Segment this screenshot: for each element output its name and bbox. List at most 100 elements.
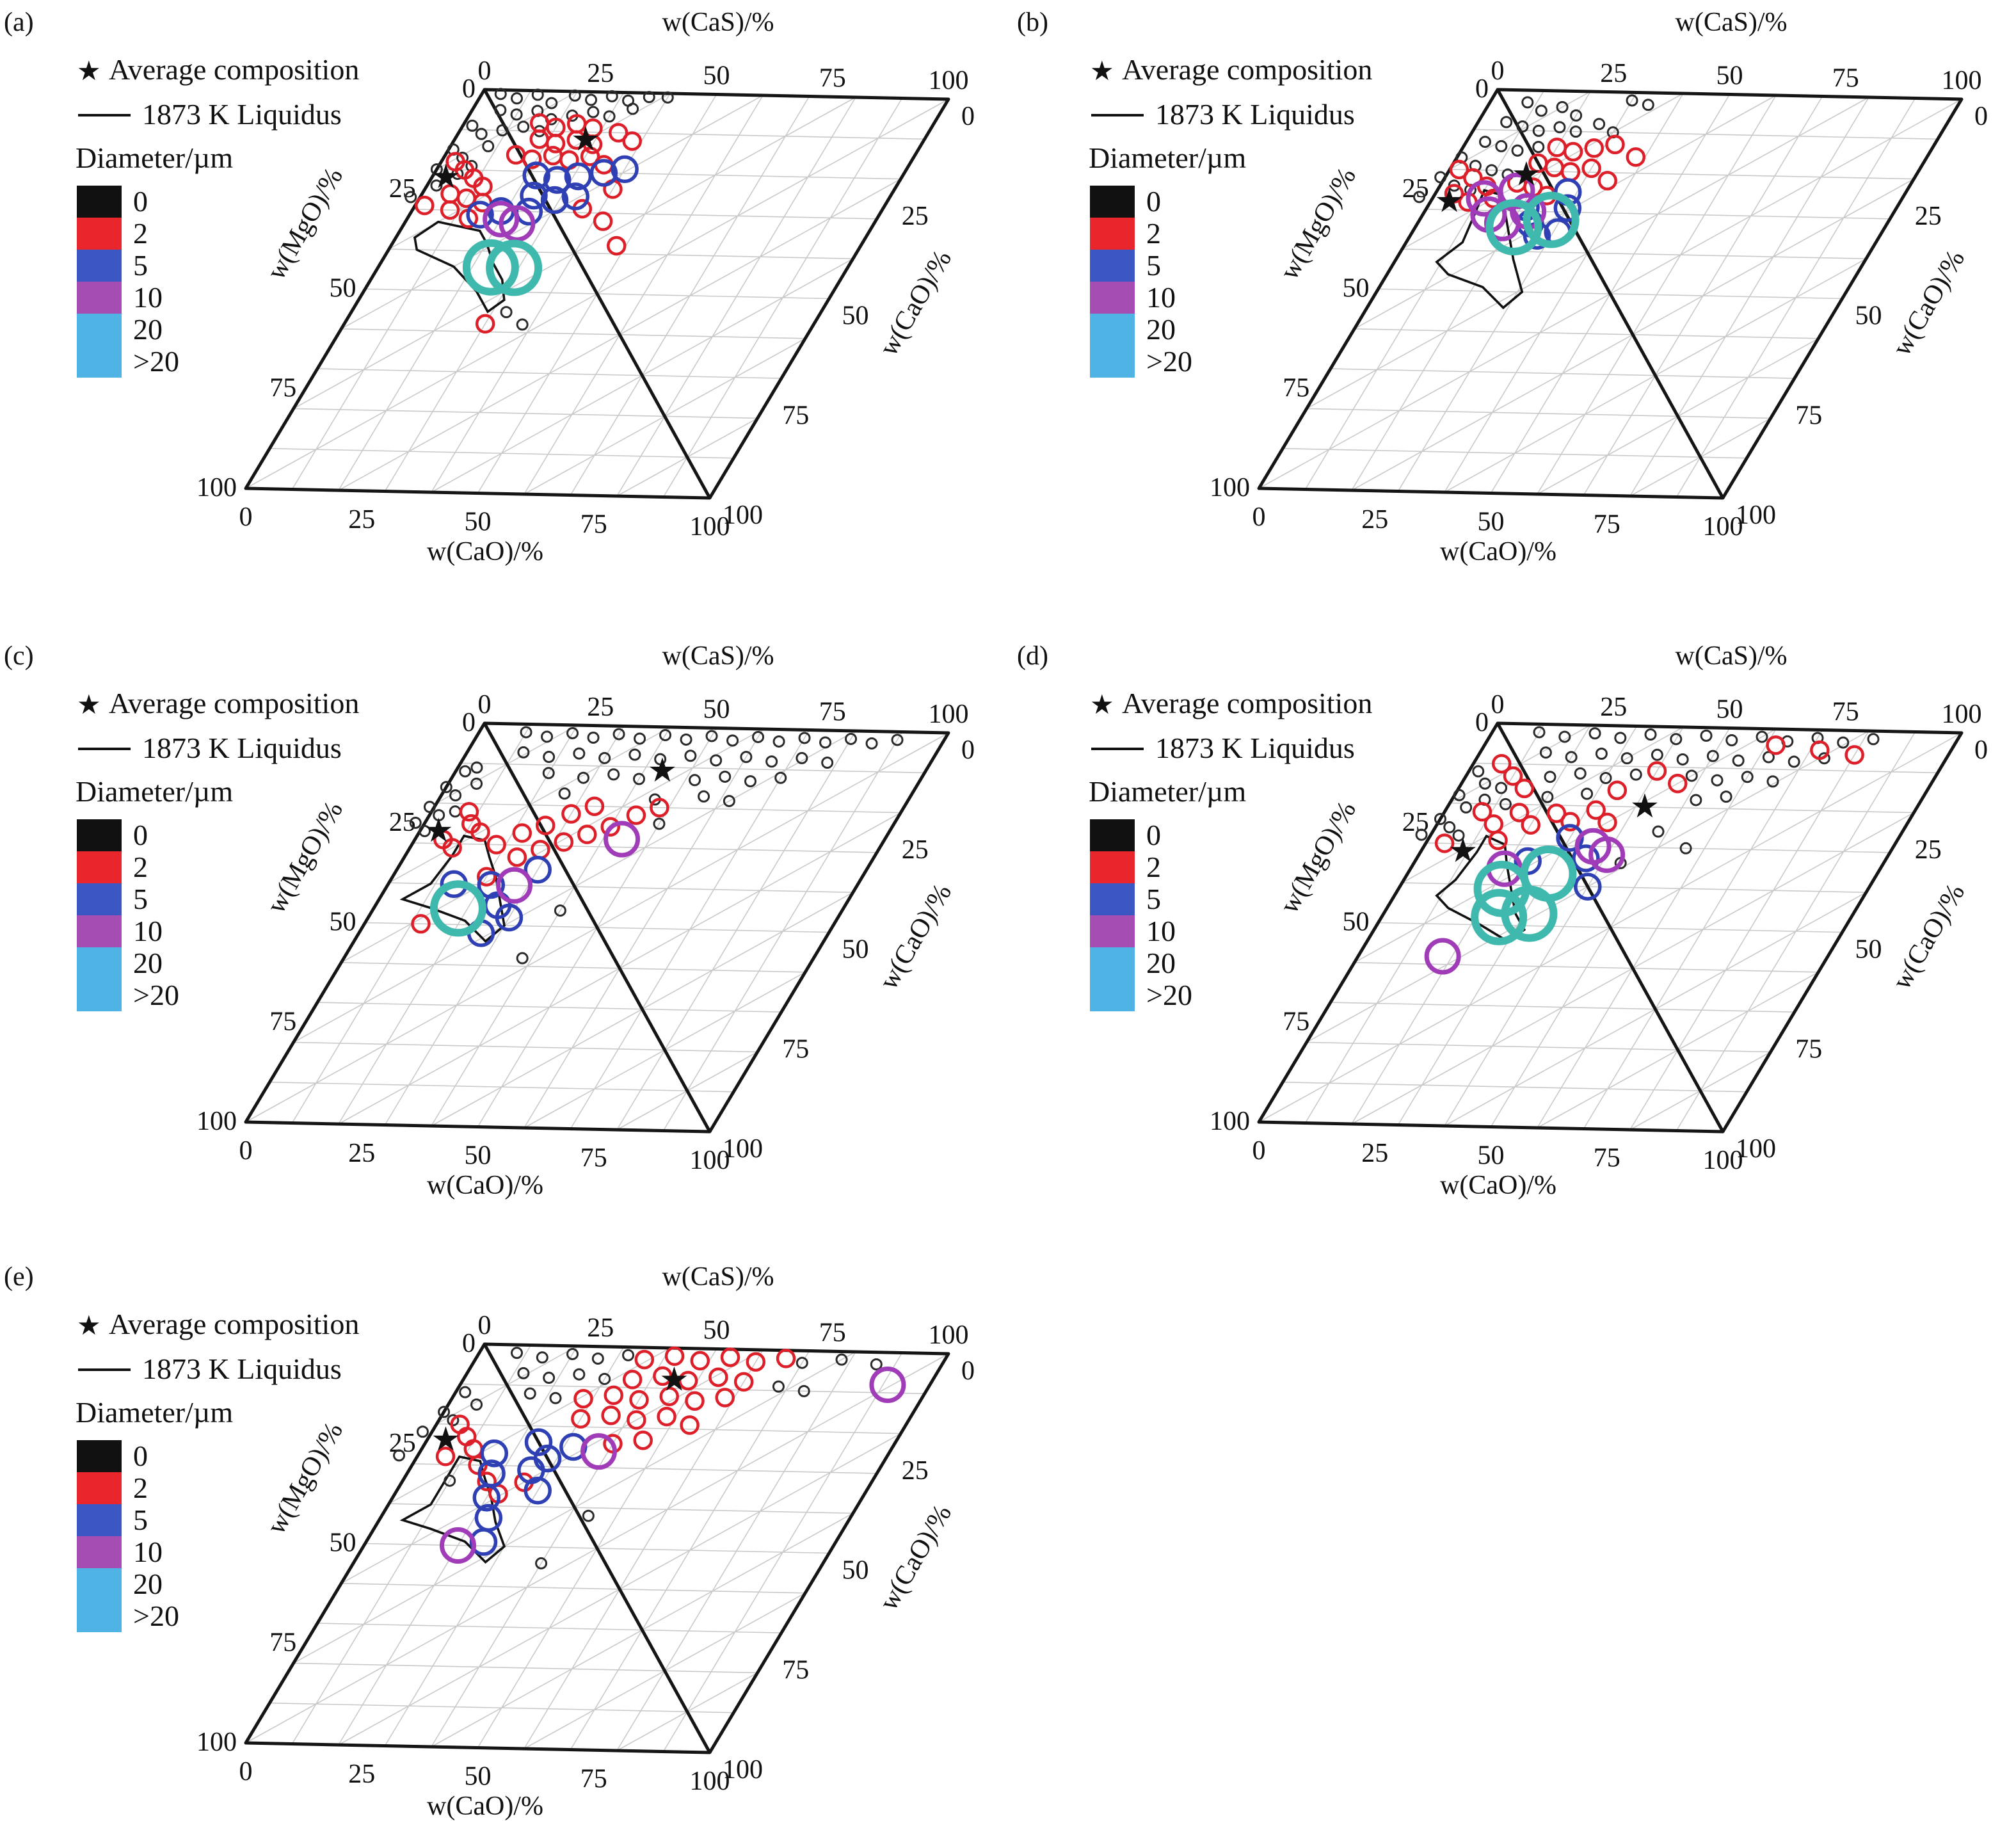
- legend-swatch: [1090, 186, 1135, 218]
- inclusion-point: [475, 314, 495, 334]
- right-axis-title: w(CaO)/%: [874, 245, 957, 361]
- legend-bin-label: 5: [133, 249, 148, 282]
- average-composition-star: ★: [431, 159, 461, 196]
- inclusion-point: [1581, 158, 1601, 179]
- bottom-axis-title: w(CaO)/%: [427, 537, 543, 566]
- legend-swatch: [77, 883, 122, 915]
- inclusion-point: [393, 1449, 406, 1462]
- inclusion-point: [1501, 885, 1558, 942]
- legend-swatch: [77, 819, 122, 851]
- inclusion-point: [524, 856, 552, 884]
- inclusion-point: [634, 1349, 655, 1370]
- inclusion-point: [466, 200, 494, 229]
- inclusion-point: [869, 1366, 906, 1403]
- inclusion-point: [580, 1433, 618, 1470]
- top-tick-label: 25: [587, 1313, 614, 1343]
- inclusion-point: [1495, 140, 1508, 152]
- top-tick-label: 50: [703, 695, 730, 725]
- right-axis-title: w(CaO)/%: [874, 1500, 957, 1616]
- inclusion-point: [1484, 814, 1503, 834]
- inclusion-point: [1569, 125, 1582, 138]
- panel-label: (c): [4, 641, 34, 671]
- legend-swatch: [77, 1568, 122, 1600]
- inclusion-point: [554, 904, 566, 917]
- inclusion-point: [494, 88, 507, 100]
- inclusion-point: [517, 120, 530, 133]
- inclusion-point: [507, 847, 527, 867]
- bottom-tick-label: 50: [465, 1762, 492, 1792]
- inclusion-point: [819, 736, 832, 749]
- inclusion-point: [705, 730, 718, 742]
- right-tick-label: 25: [1915, 202, 1942, 231]
- legend-swatch: [77, 979, 122, 1011]
- inclusion-point: [1424, 938, 1461, 975]
- inclusion-point: [554, 832, 574, 852]
- inclusion-point: [582, 1509, 595, 1522]
- legend-swatch: [77, 1536, 122, 1568]
- inclusion-point: [622, 131, 642, 151]
- left-axis-title: w(MgO)/%: [261, 796, 349, 919]
- inclusion-point: [723, 794, 735, 807]
- inclusion-point: [1503, 766, 1523, 786]
- inclusion-point: [1553, 194, 1582, 222]
- left-tick-label: 50: [1343, 274, 1370, 303]
- bottom-tick-label: 25: [348, 1139, 375, 1168]
- legend-average-label: Average composition: [1122, 53, 1372, 86]
- inclusion-point: [566, 726, 579, 739]
- inclusion-point: [520, 726, 532, 739]
- liquidus-region: [399, 834, 506, 943]
- bottom-tick-label: 75: [580, 1764, 607, 1793]
- legend-bin-label: 20: [133, 313, 163, 346]
- legend-swatch: [77, 1472, 122, 1504]
- panel-label: (e): [4, 1262, 34, 1292]
- ternary-diagonal: [483, 88, 712, 499]
- left-tick-label: 0: [462, 1329, 476, 1358]
- legend-swatch: [1090, 218, 1135, 250]
- legend-bin-label: 0: [133, 819, 148, 851]
- inclusion-point: [600, 817, 620, 837]
- inclusion-point: [541, 730, 554, 743]
- average-star-icon: ★: [77, 1312, 101, 1341]
- inclusion-point: [435, 1447, 456, 1466]
- inclusion-point: [1523, 191, 1580, 248]
- right-tick-label: 0: [961, 102, 975, 131]
- inclusion-point: [1449, 159, 1469, 180]
- inclusion-point: [540, 186, 569, 214]
- legend-bin-label: 2: [133, 217, 148, 250]
- bottom-tick-label: 0: [1252, 502, 1266, 532]
- inclusion-point: [710, 754, 723, 767]
- inclusion-point: [1498, 172, 1535, 209]
- inclusion-point: [684, 750, 697, 762]
- liquidus-region: [413, 220, 506, 314]
- inclusion-point: [1626, 147, 1646, 167]
- legend-bin-label: 20: [1146, 313, 1176, 346]
- inclusion-point: [1725, 734, 1738, 746]
- right-tick-label: 50: [842, 1556, 869, 1585]
- legend: ★ Average composition 1873 K Liquidus Diame…: [76, 687, 359, 1011]
- legend-average-label: Average composition: [109, 53, 359, 86]
- top-tick-label: 25: [587, 693, 614, 722]
- inclusion-point: [659, 728, 672, 741]
- average-star-icon: ★: [1090, 691, 1114, 720]
- inclusion-point: [772, 1380, 785, 1393]
- inclusion-point: [462, 239, 519, 296]
- inclusion-point: [628, 748, 641, 761]
- legend: ★ Average composition 1873 K Liquidus Diame…: [1089, 53, 1372, 378]
- legend-bin-label: 2: [1146, 217, 1161, 250]
- inclusion-point: [545, 97, 558, 109]
- top-tick-label: 75: [819, 697, 846, 726]
- top-axis-title: w(CaS)/%: [662, 8, 774, 37]
- inclusion-point: [1788, 755, 1800, 768]
- legend-bin-label: 0: [133, 1440, 148, 1472]
- inclusion-point: [870, 1358, 883, 1371]
- legend-swatch: [1090, 915, 1135, 947]
- left-axis-title: w(MgO)/%: [261, 1417, 349, 1539]
- left-tick-label: 100: [1210, 473, 1250, 502]
- inclusion-point: [1479, 136, 1492, 148]
- inclusion-point: [1706, 750, 1719, 762]
- legend-bin-label: >20: [133, 1600, 179, 1632]
- inclusion-point: [477, 867, 497, 886]
- inclusion-point: [774, 771, 787, 784]
- inclusion-point: [543, 751, 556, 764]
- inclusion-point: [1597, 812, 1617, 833]
